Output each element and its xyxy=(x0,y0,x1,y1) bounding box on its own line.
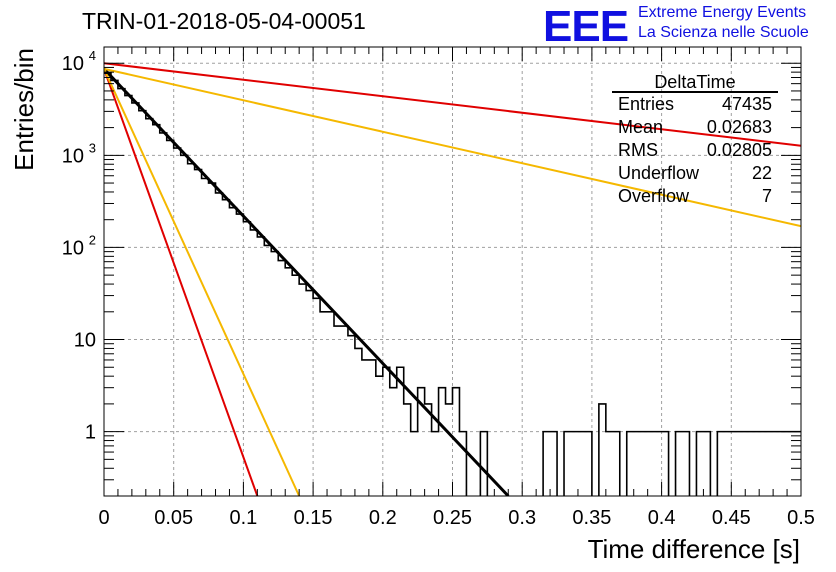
stats-label: Underflow xyxy=(618,163,700,183)
stats-label: Mean xyxy=(618,117,663,137)
org-name-line2: La Scienza nelle Scuole xyxy=(638,24,809,41)
axes: 0 0.05 0.1 0.15 0.2 0.25 0.3 0.35 0.4 0.45 0.5 1 10 1… xyxy=(62,46,815,529)
x-tick-label: 0.5 xyxy=(787,507,815,529)
stats-value: 22 xyxy=(752,163,772,183)
stats-label: RMS xyxy=(618,140,658,160)
stats-value: 47435 xyxy=(722,94,772,114)
y-tick-exponent: 2 xyxy=(89,232,96,247)
x-tick-label: 0.45 xyxy=(712,507,751,529)
stats-label: Entries xyxy=(618,94,674,114)
x-tick-label: 0 xyxy=(98,507,109,529)
stats-label: Overflow xyxy=(618,186,690,206)
x-tick-label: 0.1 xyxy=(229,507,257,529)
stats-value: 0.02683 xyxy=(707,117,772,137)
x-tick-label: 0.15 xyxy=(294,507,333,529)
y-tick-label: 1 xyxy=(85,422,96,444)
chart-title: TRIN-01-2018-05-04-00051 xyxy=(82,8,366,34)
y-tick-exponent: 3 xyxy=(89,140,96,155)
stats-name: DeltaTime xyxy=(654,72,735,92)
stats-value: 0.02805 xyxy=(707,140,772,160)
x-tick-label: 0.25 xyxy=(433,507,472,529)
org-name-line1: Extreme Energy Events xyxy=(638,4,807,21)
x-tick-label: 0.4 xyxy=(648,507,676,529)
yellow-curve xyxy=(104,67,801,228)
stats-value: 7 xyxy=(762,186,772,206)
x-tick-label: 0.05 xyxy=(154,507,193,529)
histogram-outline xyxy=(104,72,801,496)
y-tick-exponent: 4 xyxy=(89,48,96,63)
histogram-series xyxy=(104,72,801,496)
yellow-curve xyxy=(104,68,301,496)
x-tick-label: 0.35 xyxy=(572,507,611,529)
y-tick-label: 10 xyxy=(62,237,84,259)
y-tick-label: 10 xyxy=(62,53,84,75)
grid-lines xyxy=(104,47,801,496)
plot-frame xyxy=(103,46,802,497)
eee-logo: EEE xyxy=(543,2,629,51)
x-tick-label: 0.2 xyxy=(369,507,397,529)
y-tick-label: 10 xyxy=(62,145,84,167)
red-curve xyxy=(104,62,801,147)
y-tick-label: 10 xyxy=(74,330,96,352)
y-axis-label: Entries/bin xyxy=(9,48,39,171)
x-axis-label: Time difference [s] xyxy=(588,534,800,564)
red-curve xyxy=(104,68,259,496)
x-tick-label: 0.3 xyxy=(508,507,536,529)
